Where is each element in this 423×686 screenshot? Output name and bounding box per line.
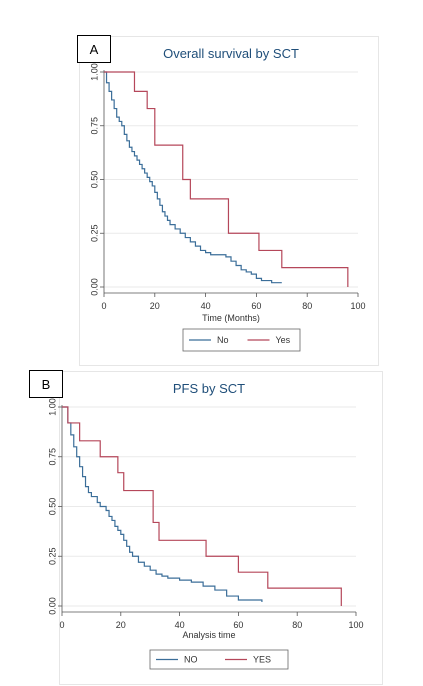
panel-a-series-no-line — [104, 71, 282, 284]
panel-b-x-tick-label: 40 — [175, 620, 185, 630]
panel-b-x-tick-label: 100 — [348, 620, 363, 630]
panel-a-y-tick-label: 0.00 — [89, 278, 99, 296]
panel-a-x-tick-label: 60 — [251, 301, 261, 311]
panel-b-x-tick-label: 0 — [59, 620, 64, 630]
panel-a-y-tick-label: 0.75 — [89, 117, 99, 135]
panel-b-x-axis-label: Analysis time — [182, 630, 235, 640]
panel-b-legend-box — [149, 649, 289, 670]
panel-a-legend-label-no: No — [217, 335, 229, 345]
panel-a-y-tick-label: 0.50 — [89, 171, 99, 189]
panel-b-frame — [59, 371, 383, 685]
panel-a-x-tick-label: 40 — [201, 301, 211, 311]
panel-a-y-tick-label: 0.25 — [89, 224, 99, 242]
panel-a-x-tick-label: 80 — [302, 301, 312, 311]
panel-a-x-axis-label: Time (Months) — [202, 313, 260, 323]
panel-label-a: A — [77, 35, 111, 63]
panel-b-y-tick-label: 0.00 — [47, 597, 57, 615]
panel-b-series-no-line — [62, 406, 263, 603]
panel-b-x-tick-label: 80 — [292, 620, 302, 630]
panel-b-x-tick-label: 60 — [233, 620, 243, 630]
panel-b-legend-label-yes: YES — [253, 655, 271, 665]
panel-b-chart-title: PFS by SCT — [173, 381, 245, 396]
panel-a-legend-box — [182, 328, 301, 352]
panel-b-legend-label-no: NO — [184, 655, 198, 665]
panel-a-chart-title: Overall survival by SCT — [163, 46, 299, 61]
panel-a-legend-label-yes: Yes — [276, 335, 291, 345]
panel-label-b: B — [29, 370, 63, 398]
panel-b-y-tick-label: 0.50 — [47, 498, 57, 516]
panel-a-series-yes-line — [104, 71, 349, 287]
panel-b-x-tick-label: 20 — [116, 620, 126, 630]
panel-a-x-tick-label: 100 — [350, 301, 365, 311]
panel-b-y-tick-label: 0.75 — [47, 448, 57, 466]
panel-b-series-yes-line — [62, 406, 342, 606]
panel-a-y-tick-label: 1.00 — [89, 63, 99, 81]
panel-a-x-tick-label: 0 — [101, 301, 106, 311]
panel-b-y-tick-label: 1.00 — [47, 398, 57, 416]
panel-a-x-tick-label: 20 — [150, 301, 160, 311]
panel-b-y-tick-label: 0.25 — [47, 547, 57, 565]
